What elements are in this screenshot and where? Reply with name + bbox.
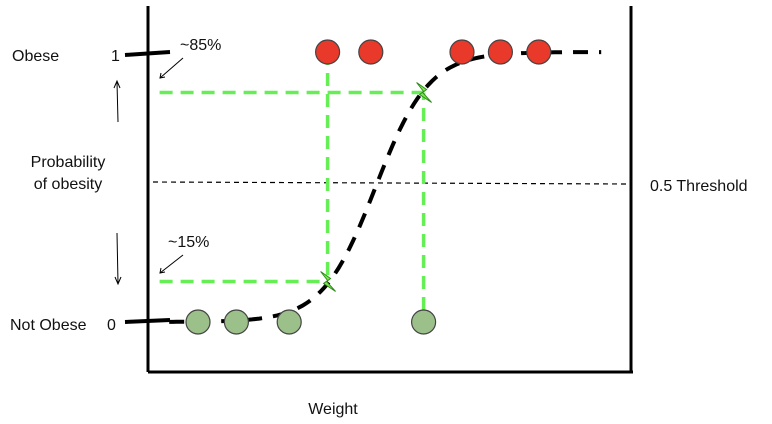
label-obese: Obese — [12, 48, 59, 65]
not-obese-point — [276, 309, 302, 335]
label-zero: 0 — [107, 317, 116, 334]
label-pct-low: ~15% — [168, 234, 209, 251]
data-points — [185, 39, 552, 335]
arrow-15-pointer-head — [159, 267, 166, 274]
label-threshold: 0.5 Threshold — [650, 178, 748, 195]
annotation-arrows — [113, 57, 184, 286]
label-not-obese: Not Obese — [10, 317, 87, 334]
obese-point — [358, 39, 384, 65]
obese-point — [449, 39, 475, 65]
obese-point — [487, 39, 513, 65]
arrow-85-pointer-head — [159, 72, 166, 79]
prob-up-arrow — [116, 81, 119, 123]
obese-point — [315, 39, 341, 65]
not-obese-point — [411, 309, 437, 335]
prob-down-arrow-head — [114, 276, 122, 286]
lightning-bolt-icon — [320, 271, 336, 292]
arrow-85-pointer — [159, 57, 184, 79]
not-obese-point — [223, 309, 249, 335]
curve-intersection-markers — [320, 82, 432, 292]
label-one: 1 — [111, 48, 120, 65]
prob-up-arrow-head — [113, 79, 121, 89]
y-tick-zero — [124, 318, 171, 324]
not-obese-point — [185, 309, 211, 335]
label-weight: Weight — [308, 401, 358, 418]
label-pct-high: ~85% — [180, 37, 221, 54]
y-tick-one — [124, 50, 171, 57]
lightning-bolt-icon — [416, 82, 432, 103]
arrow-15-pointer — [159, 254, 184, 274]
obese-point — [526, 39, 552, 65]
guide-lines — [159, 52, 426, 310]
label-prob-line2: of obesity — [34, 176, 102, 193]
prob-down-arrow — [116, 232, 119, 284]
threshold-line — [152, 181, 628, 185]
label-prob-line1: Probability — [31, 154, 106, 171]
